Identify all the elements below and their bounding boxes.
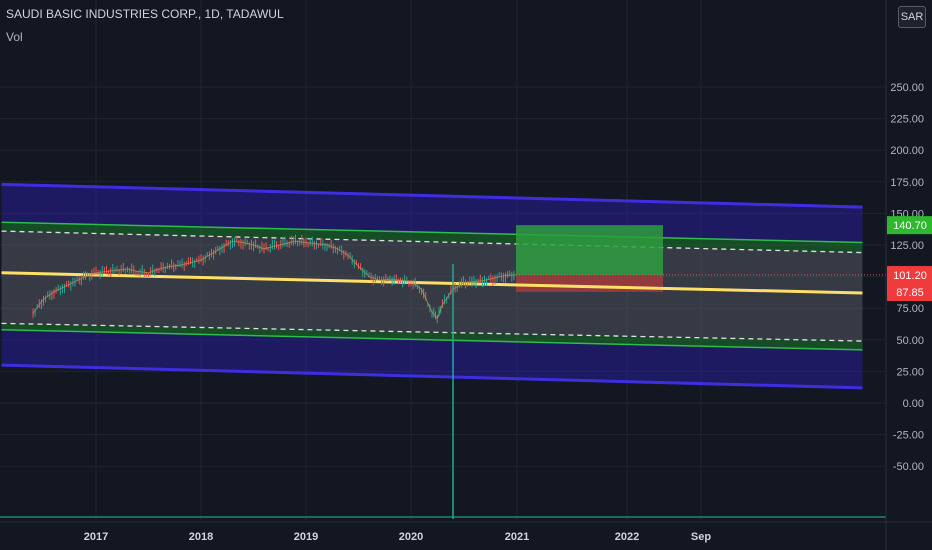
volume-indicator-label[interactable]: Vol (6, 30, 23, 44)
price-label-box (887, 216, 932, 235)
price-label-text: 140.70 (893, 220, 927, 232)
price-axis-tick-label: 225.00 (890, 114, 924, 126)
price-axis-tick-label: 250.00 (890, 82, 924, 94)
channel-mid-line (1, 271, 863, 295)
time-axis-tick-label: 2017 (84, 531, 108, 543)
time-axis-tick-label: 2022 (615, 531, 639, 543)
channel-inner-lower-line (1, 328, 863, 351)
currency-button[interactable]: SAR (898, 6, 926, 28)
price-series-line (32, 240, 517, 320)
time-axis-tick-label: 2021 (505, 531, 529, 543)
channel-lower-inner-band (1, 323, 863, 350)
channel-outer-lower-line (1, 363, 863, 390)
price-axis-tick-label: 200.00 (890, 145, 924, 157)
price-axis-tick-label: 175.00 (890, 177, 924, 189)
price-axis-tick-label: 75.00 (896, 303, 924, 315)
price-label-text: 87.85 (896, 287, 924, 299)
time-axis-tick-label: 2018 (189, 531, 213, 543)
price-label-box (887, 266, 932, 285)
price-axis-tick-label: 0.00 (903, 398, 924, 410)
price-label-text: 101.20 (893, 270, 927, 282)
time-axis-tick-label: 2019 (294, 531, 318, 543)
channel-outer-upper-line (1, 182, 863, 209)
time-axis-tick-label: Sep (691, 531, 711, 543)
price-candles (32, 234, 515, 324)
target-zone (516, 225, 663, 276)
channel-inner-upper-line (1, 221, 863, 244)
time-axis-tick-label: 2020 (399, 531, 423, 543)
price-axis-tick-label: 25.00 (896, 366, 924, 378)
stop-zone (516, 275, 663, 292)
price-axis-tick-label: -25.00 (893, 430, 924, 442)
price-label-box (887, 282, 932, 301)
price-axis-tick-label: 50.00 (896, 335, 924, 347)
channel-lower-outer-band (1, 329, 863, 388)
price-axis-tick-label: 125.00 (890, 240, 924, 252)
price-axis-tick-label: -50.00 (893, 461, 924, 473)
chart-title: SAUDI BASIC INDUSTRIES CORP., 1D, TADAWU… (6, 7, 284, 21)
